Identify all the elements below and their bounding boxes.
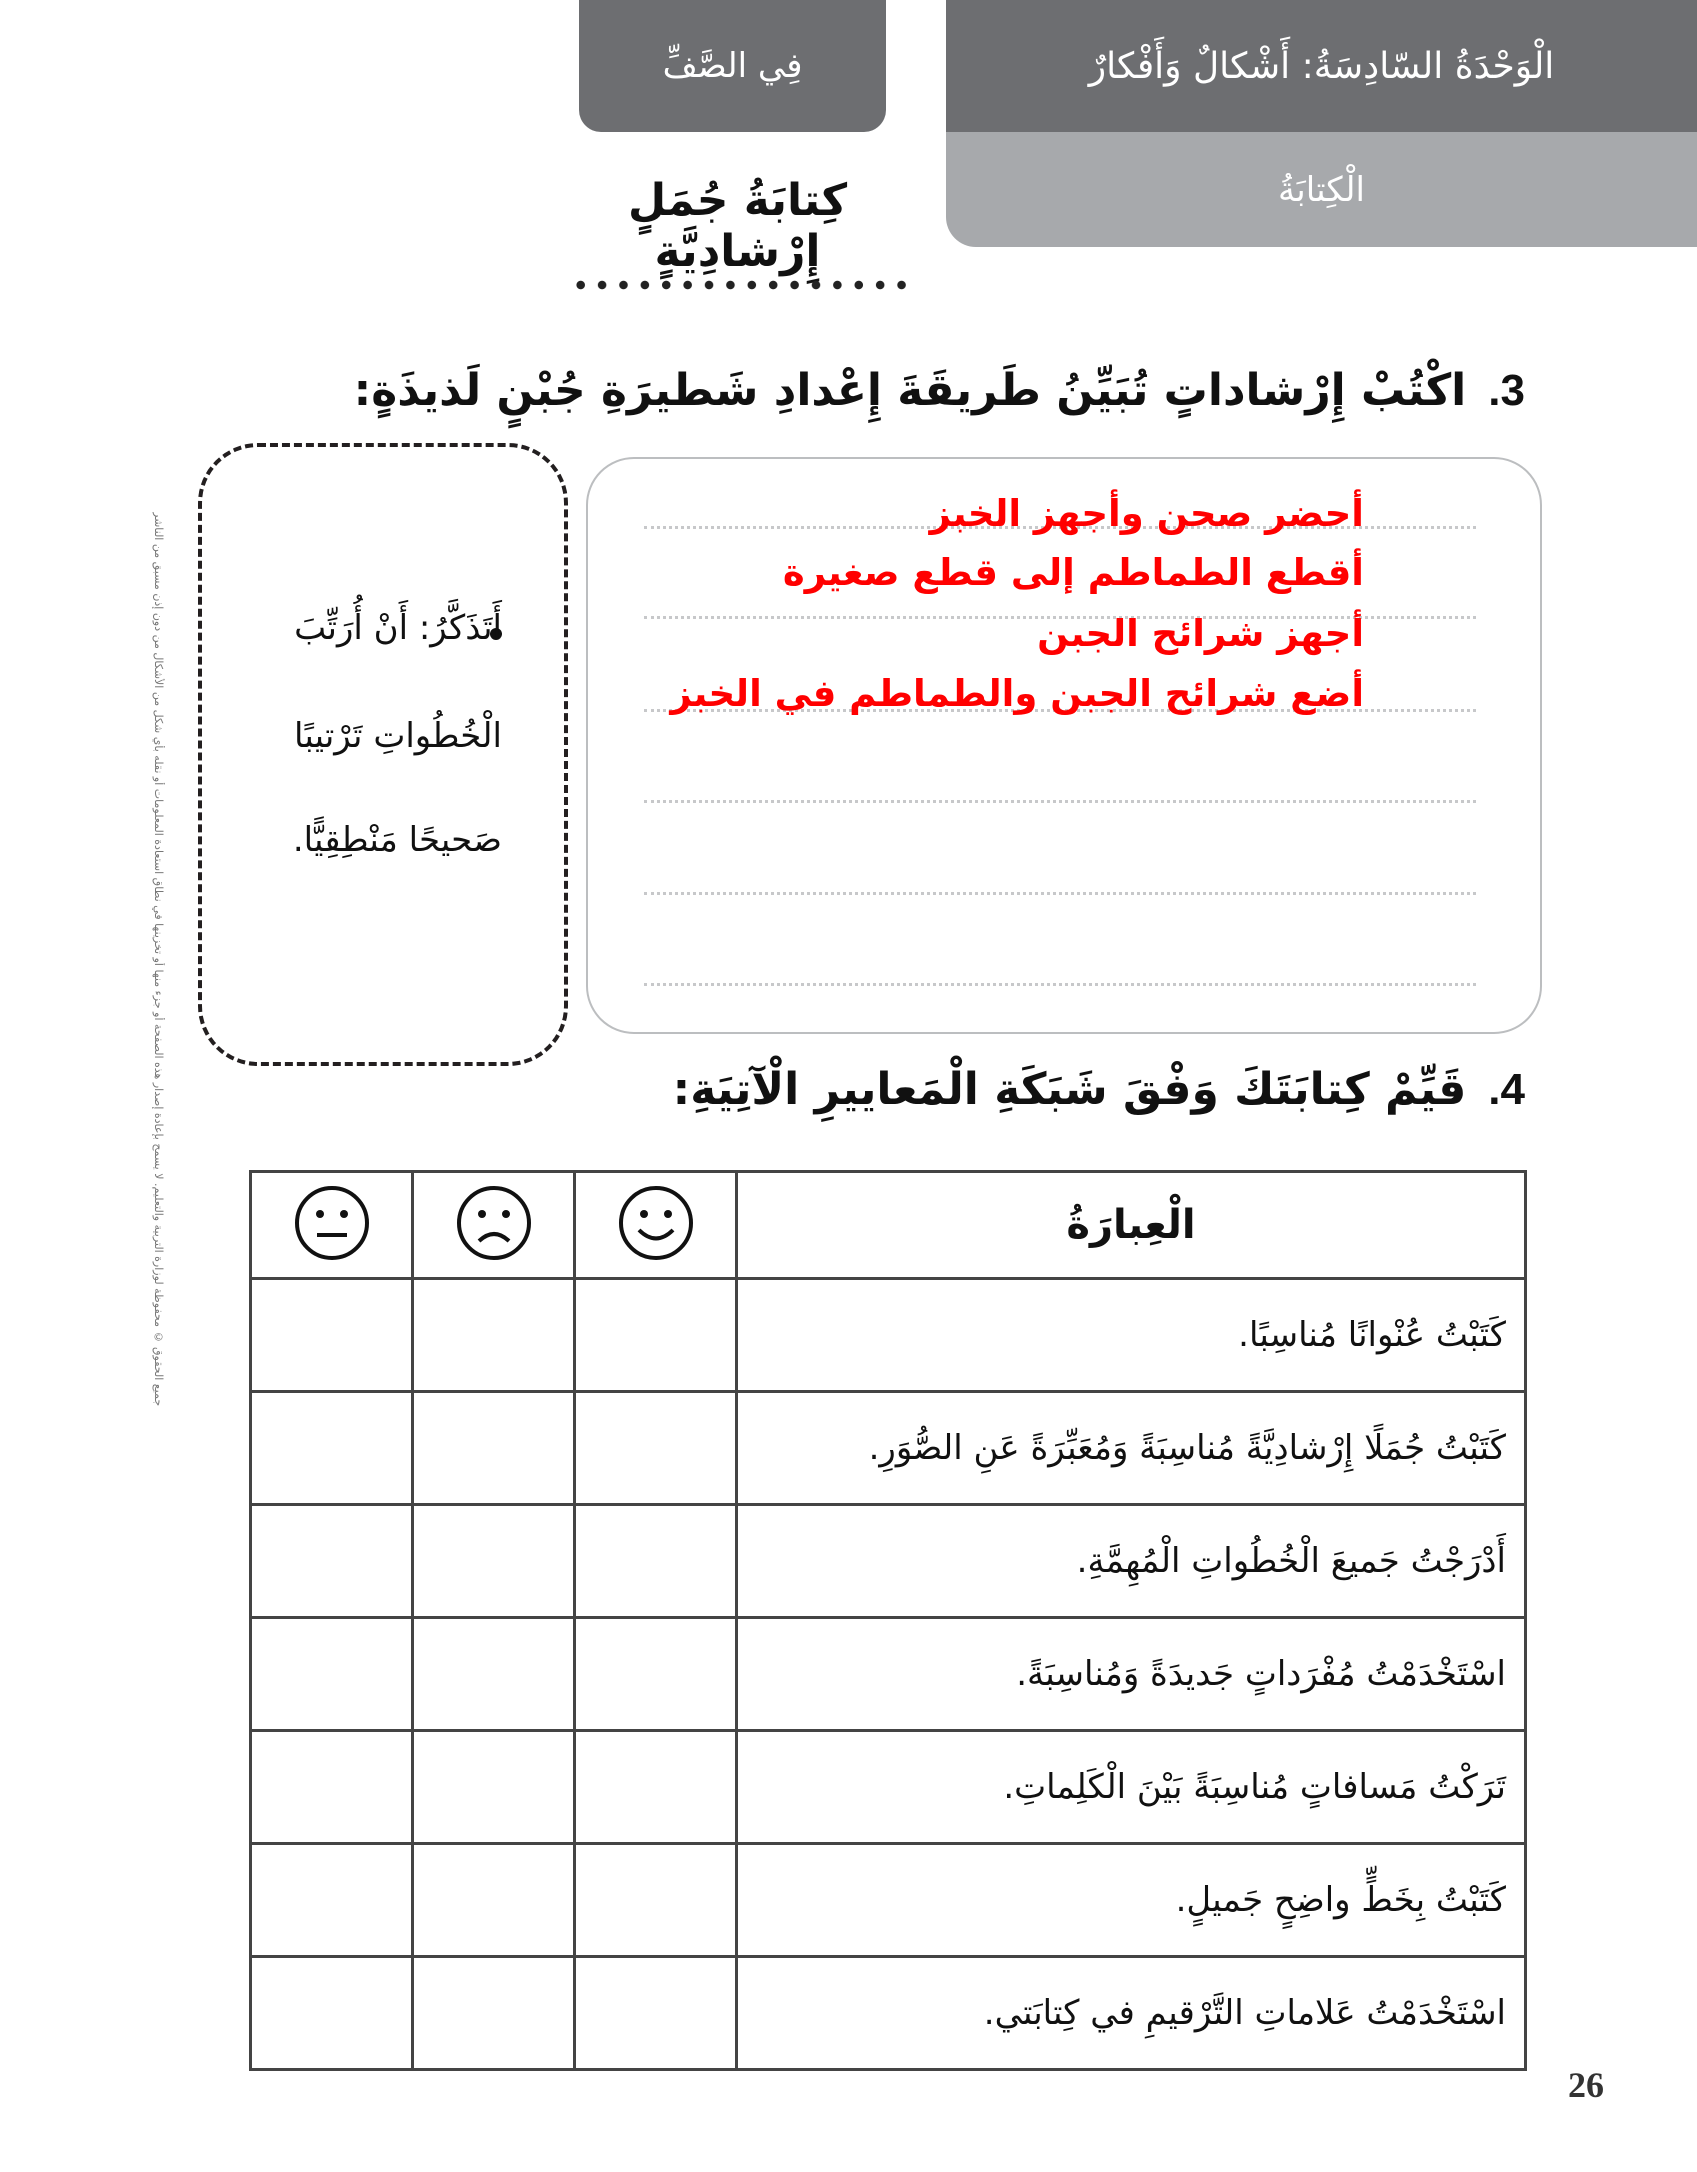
table-row: اسْتَخْدَمْتُ مُفْرَداتٍ جَديدَةً وَمُنا… [249, 1616, 1527, 1732]
neutral-face-icon [294, 1186, 369, 1260]
answer-line: أضع شرائح الجبن والطماطم في الخبز [670, 672, 1364, 715]
table-row: كَتَبْتُ بِخَطٍّ واضِحٍ جَميلٍ. [249, 1842, 1527, 1958]
unit-header: الْوَحْدَةُ السّادِسَةُ: أَشْكالٌ وَأَفْ… [946, 0, 1697, 132]
happy-cell[interactable] [573, 1729, 738, 1845]
happy-cell[interactable] [573, 1616, 738, 1732]
question-text: قَيِّمْ كِتابَتَكَ وَفْقَ شَبَكَةِ الْمَ… [672, 1064, 1467, 1115]
copyright-notice: جميع الحقوق © محفوظة لوزارة التربية والت… [152, 512, 165, 1407]
lesson-title: كِتابَةُ جُمَلٍ إِرْشادِيَّةٍ [627, 175, 848, 277]
section-title: الْكِتابَةُ [1278, 169, 1365, 210]
writing-line [644, 616, 1476, 619]
neutral-column-header [249, 1170, 414, 1280]
happy-cell[interactable] [573, 1503, 738, 1619]
sad-cell[interactable] [411, 1277, 576, 1393]
table-row: اسْتَخْدَمْتُ عَلاماتِ التَّرْقيمِ في كِ… [249, 1955, 1527, 2071]
neutral-cell[interactable] [249, 1277, 414, 1393]
happy-cell[interactable] [573, 1955, 738, 2071]
question-3: 3. اكْتُبْ إِرْشاداتٍ تُبَيِّنُ طَريقَةَ … [354, 365, 1525, 416]
writing-line [644, 800, 1476, 803]
neutral-cell[interactable] [249, 1390, 414, 1506]
table-row: كَتَبْتُ عُنْوانًا مُناسِبًا. [249, 1277, 1527, 1393]
neutral-cell[interactable] [249, 1729, 414, 1845]
reminder-line: الْخُطُواتِ تَرْتيبًا [293, 716, 502, 756]
page-number: 26 [1568, 2065, 1604, 2105]
sad-face-icon [456, 1186, 531, 1260]
sad-cell[interactable] [411, 1729, 576, 1845]
reminder-line: أَتَذَكَّرُ: أَنْ أُرَتِّبَ [294, 608, 502, 648]
answer-line: أحضر صحن وأجهز الخبز [929, 492, 1364, 535]
sad-cell[interactable] [411, 1503, 576, 1619]
writing-line [644, 526, 1476, 529]
statement-cell: أَدْرَجْتُ جَميعَ الْخُطُواتِ الْمُهِمَّ… [735, 1503, 1527, 1619]
writing-line [644, 983, 1476, 986]
in-class-label: فِي الصَّفِّ [662, 46, 803, 86]
statement-cell: كَتَبْتُ عُنْوانًا مُناسِبًا. [735, 1277, 1527, 1393]
table-row: أَدْرَجْتُ جَميعَ الْخُطُواتِ الْمُهِمَّ… [249, 1503, 1527, 1619]
answer-box[interactable] [586, 457, 1542, 1034]
neutral-cell[interactable] [249, 1955, 414, 2071]
rubric-header-row: الْعِبارَةُ [249, 1170, 1527, 1280]
question-number: 4. [1488, 1065, 1525, 1114]
statement-cell: اسْتَخْدَمْتُ عَلاماتِ التَّرْقيمِ في كِ… [735, 1955, 1527, 2071]
writing-line [644, 892, 1476, 895]
in-class-tab: فِي الصَّفِّ [579, 0, 886, 132]
table-row: تَرَكْتُ مَسافاتٍ مُناسِبَةً بَيْنَ الْك… [249, 1729, 1527, 1845]
table-row: كَتَبْتُ جُمَلًا إِرْشادِيَّةً مُناسِبَة… [249, 1390, 1527, 1506]
happy-column-header [573, 1170, 738, 1280]
sad-column-header [411, 1170, 576, 1280]
neutral-cell[interactable] [249, 1616, 414, 1732]
statement-cell: كَتَبْتُ جُمَلًا إِرْشادِيَّةً مُناسِبَة… [735, 1390, 1527, 1506]
sad-cell[interactable] [411, 1842, 576, 1958]
unit-title: الْوَحْدَةُ السّادِسَةُ: أَشْكالٌ وَأَفْ… [1088, 45, 1555, 87]
statement-cell: اسْتَخْدَمْتُ مُفْرَداتٍ جَديدَةً وَمُنا… [735, 1616, 1527, 1732]
rubric-table: الْعِبارَةُ كَتَبْتُ عُنْوانًا مُناسِبًا… [249, 1170, 1527, 2071]
section-header: الْكِتابَةُ [946, 132, 1697, 247]
sad-cell[interactable] [411, 1955, 576, 2071]
question-text: اكْتُبْ إِرْشاداتٍ تُبَيِّنُ طَريقَةَ إِ… [353, 365, 1467, 416]
answer-line: أجهز شرائح الجبن [1037, 612, 1364, 655]
neutral-cell[interactable] [249, 1842, 414, 1958]
statement-header: الْعِبارَةُ [735, 1170, 1527, 1280]
title-dotted-divider [570, 280, 912, 290]
question-4: 4. قَيِّمْ كِتابَتَكَ وَفْقَ شَبَكَةِ الْ… [673, 1064, 1525, 1115]
statement-cell: كَتَبْتُ بِخَطٍّ واضِحٍ جَميلٍ. [735, 1842, 1527, 1958]
sad-cell[interactable] [411, 1390, 576, 1506]
reminder-box [198, 443, 568, 1066]
neutral-cell[interactable] [249, 1503, 414, 1619]
question-number: 3. [1488, 366, 1525, 415]
happy-cell[interactable] [573, 1842, 738, 1958]
sad-cell[interactable] [411, 1616, 576, 1732]
writing-line [644, 709, 1476, 712]
bullet-icon [490, 628, 502, 640]
answer-line: أقطع الطماطم إلى قطع صغيرة [782, 551, 1364, 594]
reminder-line: صَحيحًا مَنْطِقِيًّا. [292, 820, 502, 860]
statement-cell: تَرَكْتُ مَسافاتٍ مُناسِبَةً بَيْنَ الْك… [735, 1729, 1527, 1845]
happy-face-icon [618, 1186, 693, 1260]
happy-cell[interactable] [573, 1277, 738, 1393]
happy-cell[interactable] [573, 1390, 738, 1506]
